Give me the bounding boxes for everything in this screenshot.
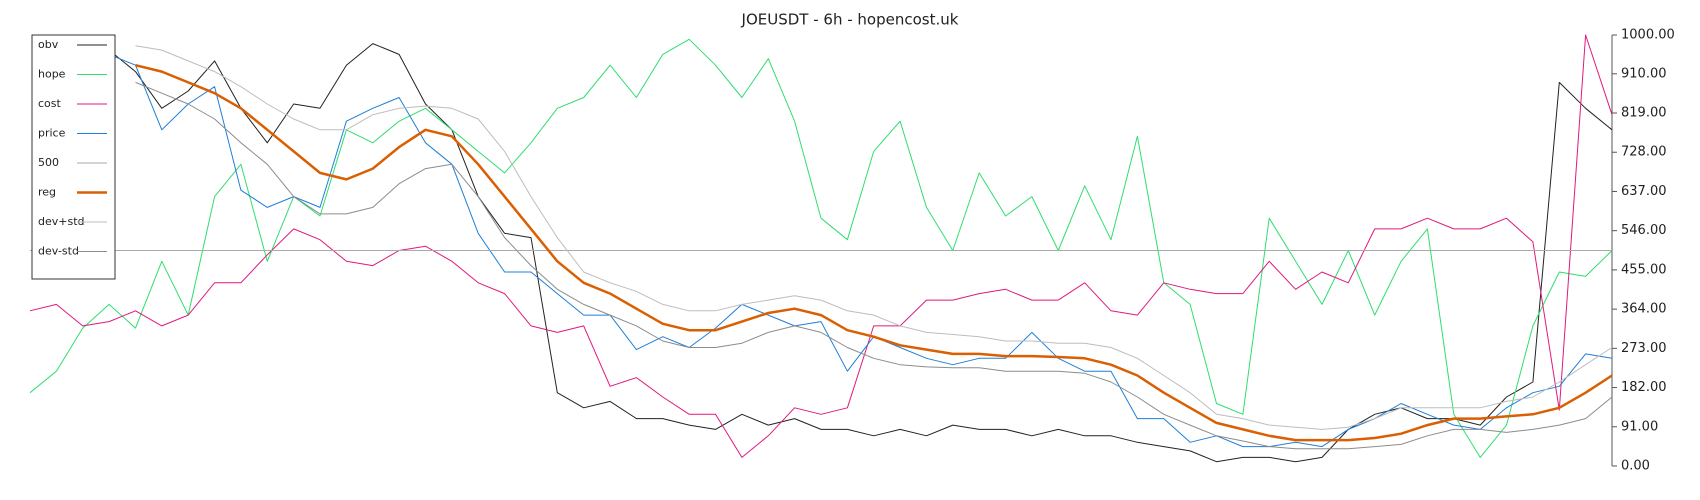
series-line <box>135 81 1613 450</box>
y-tick-label: 1000.00 <box>1621 28 1675 43</box>
legend-label: cost <box>38 97 62 110</box>
y-tick-label: 546.00 <box>1621 223 1667 238</box>
y-tick-label: 819.00 <box>1621 106 1667 121</box>
legend-box <box>31 34 116 280</box>
y-tick-label: 728.00 <box>1621 145 1667 160</box>
legend-label: 500 <box>38 156 59 169</box>
series-line <box>108 53 1613 448</box>
series-line <box>135 45 1613 430</box>
series-line <box>29 38 1613 458</box>
series-line <box>29 34 1613 458</box>
legend: obv hope cost price 500 reg dev+std dev-std <box>31 34 116 280</box>
y-tick-label: 455.00 <box>1621 262 1667 277</box>
y-tick-label: 0.00 <box>1621 459 1650 474</box>
legend-label: dev-std <box>38 245 79 258</box>
y-tick-label: 364.00 <box>1621 302 1667 317</box>
y-tick-label: 637.00 <box>1621 184 1667 199</box>
y-tick-label: 91.00 <box>1621 419 1658 434</box>
legend-label: hope <box>38 68 66 81</box>
y-tick-label: 910.00 <box>1621 66 1667 81</box>
series-line <box>135 63 1613 442</box>
legend-label: obv <box>38 38 59 51</box>
legend-label: dev+std <box>38 215 85 228</box>
legend-label: price <box>38 127 66 140</box>
chart-title: JOEUSDT - 6h - hopencost.uk <box>741 11 959 29</box>
y-tick-label: 182.00 <box>1621 380 1667 395</box>
series-line <box>108 43 1613 463</box>
legend-label: reg <box>38 186 56 199</box>
y-tick-label: 273.00 <box>1621 341 1667 356</box>
